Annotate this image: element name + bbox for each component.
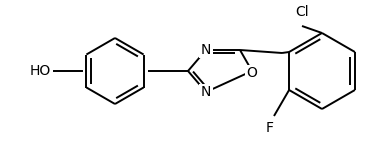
Text: N: N	[201, 43, 211, 57]
Text: F: F	[266, 121, 274, 135]
Text: Cl: Cl	[295, 5, 309, 19]
Text: N: N	[201, 85, 211, 99]
Text: O: O	[246, 66, 258, 80]
Text: HO: HO	[30, 64, 51, 78]
